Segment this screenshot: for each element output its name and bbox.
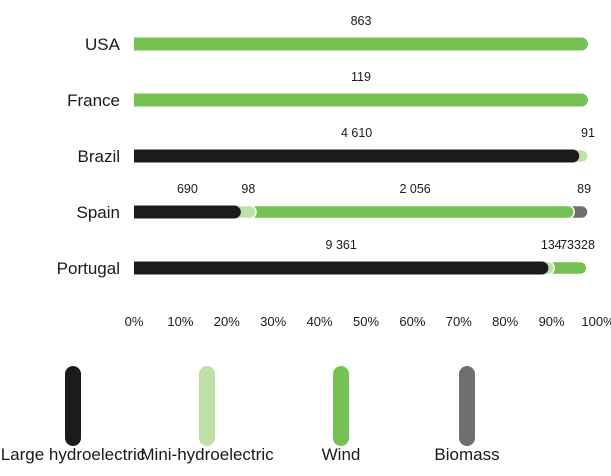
value-label-portugal-0: 9 361 [326,238,357,252]
value-label-brazil-1: 91 [581,126,595,140]
value-label-brazil-0: 4 610 [341,126,372,140]
category-label-spain: Spain [77,203,120,222]
category-label-brazil: Brazil [77,147,120,166]
legend-label-mini-hydroelectric: Mini-hydroelectric [140,445,274,464]
value-label-spain-3: 89 [577,182,591,196]
legend-label-large-hydroelectric: Large hydroelectric [1,445,146,464]
legend-label-wind: Wind [322,445,361,464]
bar-spain-large-hydroelectric [134,205,241,219]
legend-swatch-large-hydroelectric [65,366,81,446]
x-tick-label: 100% [581,314,611,329]
bar-spain-wind [248,204,575,220]
x-tick-label: 80% [492,314,518,329]
value-label-spain-1: 98 [241,182,255,196]
legend-swatch-biomass [459,366,475,446]
x-tick-label: 30% [260,314,286,329]
legend-swatch-mini-hydroelectric [199,366,215,446]
bar-portugal-large-hydroelectric [134,261,549,275]
category-label-france: France [67,91,120,110]
bar-france-wind [134,93,588,107]
x-axis-ticks: 0% 10% 20% 30% 40% 50% 60% 70% 80% 90% 100% [125,314,611,329]
category-labels: USA France Brazil Spain Portugal [57,35,121,278]
value-label-france-0: 119 [351,70,371,84]
x-tick-label: 90% [539,314,565,329]
x-tick-label: 70% [446,314,472,329]
value-label-spain-0: 690 [177,182,198,196]
bar-brazil-large-hydroelectric [134,149,580,163]
x-tick-label: 60% [399,314,425,329]
bars-layer [134,37,589,276]
category-label-portugal: Portugal [57,259,120,278]
bar-portugal-wind [547,260,588,276]
bar-usa-wind [134,37,588,51]
value-label-portugal-2: 733 [560,238,581,252]
legend-label-biomass: Biomass [434,445,499,464]
value-label-spain-2: 2 056 [399,182,430,196]
x-tick-label: 20% [214,314,240,329]
category-label-usa: USA [85,35,121,54]
value-label-portugal-1: 134 [541,238,562,252]
legend-swatch-wind [333,366,349,446]
x-tick-label: 40% [307,314,333,329]
x-tick-label: 0% [125,314,144,329]
x-tick-label: 50% [353,314,379,329]
value-label-usa-0: 863 [351,14,372,28]
value-label-portugal-3: 28 [581,238,595,252]
x-tick-label: 10% [167,314,193,329]
